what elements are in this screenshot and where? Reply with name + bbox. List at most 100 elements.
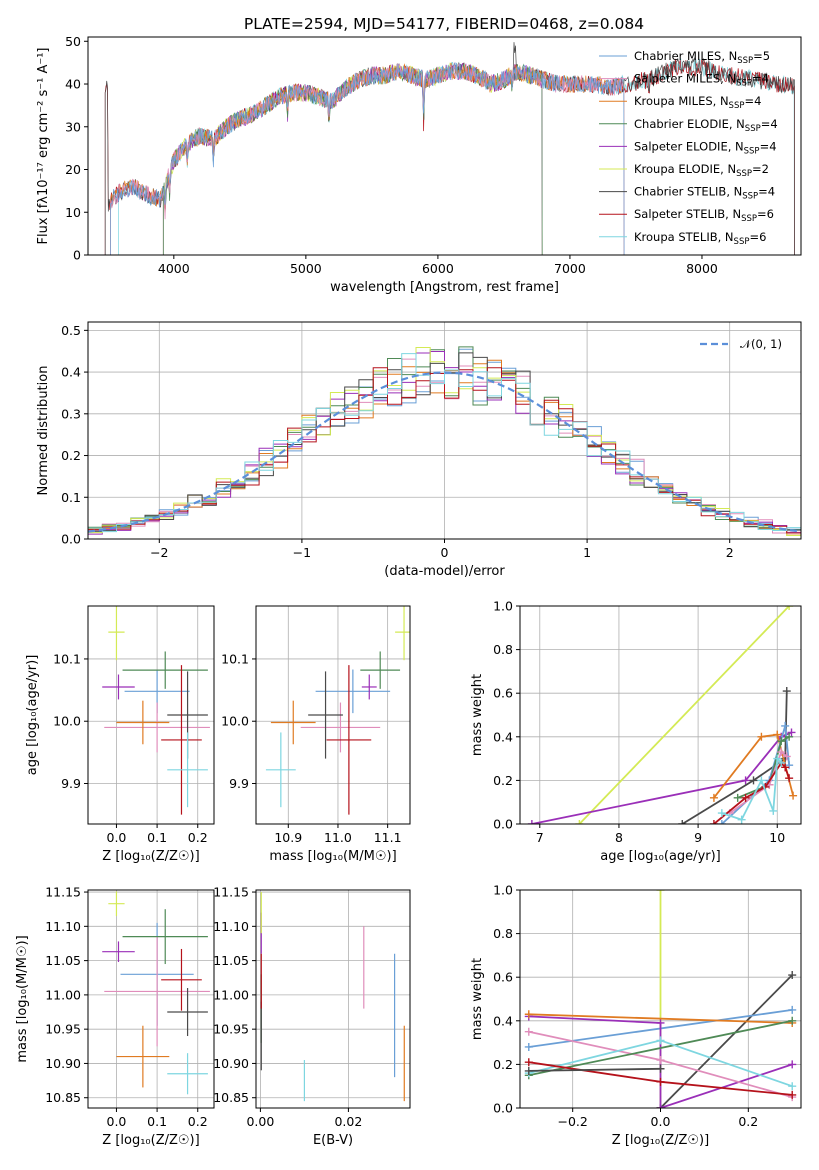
y-tick-label: 0.3 (61, 406, 81, 421)
weight-line (681, 690, 788, 824)
weight-line (578, 606, 790, 824)
y-tick-label: 30 (65, 119, 81, 134)
weight-marker (656, 1036, 665, 1045)
x-tick-label: 7000 (554, 261, 586, 276)
y-axis-label: age [log₁₀(age/yr)] (25, 655, 40, 776)
weight-vs-age-axes: 7 8 9 10 0.0 0.2 0.4 0.6 0.8 1.0 age [log₁₀(age/yr… (470, 599, 801, 864)
age-vs-Z-marks (102, 606, 210, 815)
x-tick-label: 0.02 (334, 1114, 362, 1129)
weight-marker (737, 815, 746, 824)
weight-marker (656, 1018, 665, 1027)
y-tick-label: 10.95 (45, 1022, 81, 1037)
y-tick-label: 11.10 (45, 919, 81, 934)
x-axis-label: Z [log₁₀(Z/Z☉)] (612, 1133, 709, 1148)
weight-marker (769, 806, 778, 815)
x-tick-label: 8000 (686, 261, 718, 276)
x-tick-label: 9 (694, 830, 702, 845)
weight-marker (575, 820, 584, 824)
x-tick-label: 6000 (422, 261, 454, 276)
weight-marker (717, 809, 726, 818)
weight-marker (524, 1042, 533, 1051)
x-tick-label: 1 (583, 545, 591, 560)
histogram-step (88, 352, 801, 532)
weight-marker (787, 728, 796, 737)
y-tick-label: 10 (65, 205, 81, 220)
spectrum-line (110, 62, 625, 255)
y-axis-label: Flux [fλ10⁻¹⁷ erg cm⁻² s⁻¹ A⁻¹] (36, 48, 51, 245)
x-tick-label: 2 (726, 545, 734, 560)
weight-marker (678, 820, 687, 824)
x-axis-label: (data-model)/error (384, 564, 505, 579)
y-tick-label: 11.00 (45, 987, 81, 1002)
y-tick-label: 10.85 (45, 1090, 81, 1105)
weight-marker (773, 730, 782, 739)
weight-line (659, 974, 793, 1108)
x-tick-label: 10.9 (274, 830, 302, 845)
x-tick-label: 0.1 (147, 830, 167, 845)
weight-marker (777, 737, 786, 746)
y-tick-label: 9.9 (229, 776, 249, 791)
spectrum-axes: 4000 5000 6000 7000 8000 0 10 20 30 40 50 wavelengt… (36, 34, 718, 295)
y-axis-label: mass weight (470, 674, 485, 756)
x-axis-label: age [log₁₀(age/yr)] (600, 849, 721, 864)
weight-marker (788, 1082, 797, 1091)
weight-marker (788, 971, 797, 980)
y-axis-label: mass weight (470, 958, 485, 1040)
mass-vs-EBV-marks (260, 892, 405, 1102)
y-tick-label: 0.1 (61, 490, 81, 505)
weight-marker (656, 1077, 665, 1086)
plot-frame (87, 321, 802, 540)
plot-frame (87, 889, 215, 1109)
weight-marker (656, 890, 665, 894)
weight-line (528, 1013, 793, 1024)
y-tick-label: 1.0 (493, 599, 513, 614)
weight-marker (788, 1090, 797, 1099)
legend-entry: Chabrier MILES, NSSP=5 (634, 49, 770, 66)
y-tick-label: 10.95 (213, 1022, 249, 1037)
x-tick-label: 0.0 (107, 830, 127, 845)
weight-marker (777, 758, 786, 767)
y-tick-label: 0.6 (493, 970, 513, 985)
weight-marker (782, 687, 791, 696)
x-tick-label: 8 (615, 830, 623, 845)
weight-line (737, 736, 790, 799)
y-tick-label: 11.05 (213, 953, 249, 968)
weight-marker (773, 754, 782, 763)
weight-vs-Z-axes: −0.2 0.0 0.2 0.0 0.2 0.4 0.6 0.8 1.0 Z [log₁₀(Z/Z… (470, 883, 801, 1148)
legend-entry: Chabrier STELIB, NSSP=4 (634, 185, 775, 202)
weight-marker (524, 1010, 533, 1019)
y-tick-label: 11.15 (45, 885, 81, 900)
x-tick-label: 0 (441, 545, 449, 560)
y-tick-label: 10.0 (221, 714, 249, 729)
y-tick-label: 20 (65, 162, 81, 177)
weight-marker (524, 1027, 533, 1036)
x-axis-label: E(B-V) (313, 1133, 353, 1148)
y-tick-label: 0.5 (61, 323, 81, 338)
x-tick-label: 4000 (158, 261, 190, 276)
weight-marker (788, 1016, 797, 1025)
weight-marker (757, 732, 766, 741)
y-tick-label: 10.85 (213, 1090, 249, 1105)
x-axis-label: Z [log₁₀(Z/Z☉)] (102, 849, 199, 864)
x-tick-label: 0.0 (651, 1114, 671, 1129)
weight-marker (741, 793, 750, 802)
weight-vs-age-marks (527, 606, 798, 824)
weight-marker (656, 1056, 665, 1065)
y-tick-label: 1.0 (493, 883, 513, 898)
weight-marker (781, 721, 790, 730)
normal-curve (88, 371, 801, 533)
weight-line (528, 1067, 661, 1072)
y-tick-label: 10.0 (53, 714, 81, 729)
x-axis-label: wavelength [Angstrom, rest frame] (330, 280, 559, 295)
x-axis-label: Z [log₁₀(Z/Z☉)] (102, 1133, 199, 1148)
weight-marker (785, 774, 794, 783)
y-tick-label: 0.4 (61, 365, 81, 380)
age-vs-mass-axes: 10.9 11.0 11.1 9.9 10.0 10.1 mass [log₁₀(M/M☉)… (221, 606, 410, 864)
legend-entry: Kroupa STELIB, NSSP=6 (634, 230, 766, 247)
y-tick-label: 11.05 (45, 953, 81, 968)
x-tick-label: 10 (769, 830, 785, 845)
y-tick-label: 11.15 (213, 885, 249, 900)
residuals-marks (88, 346, 801, 536)
y-tick-label: 0.6 (493, 686, 513, 701)
histogram-step (88, 353, 801, 533)
